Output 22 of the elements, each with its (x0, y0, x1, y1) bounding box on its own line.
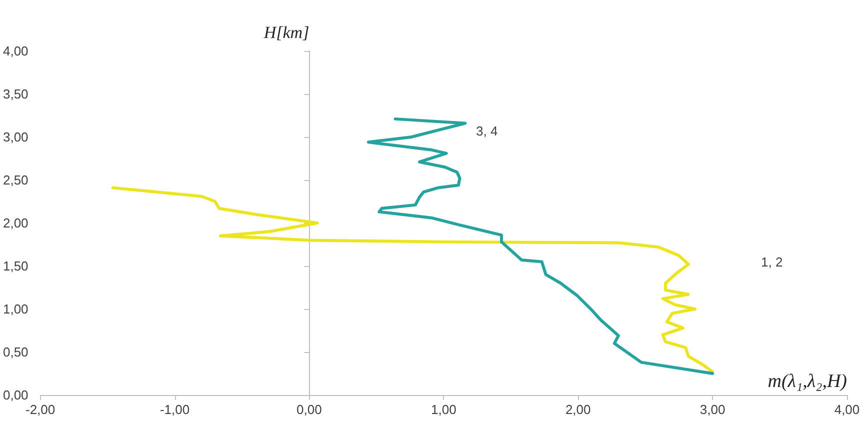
y-tick-label: 3,50 (2, 86, 28, 102)
x-tick-label: 2,00 (565, 402, 591, 417)
x-tick-label: -2,00 (25, 402, 56, 417)
y-tick-label: 1,00 (2, 302, 28, 316)
y-tick-label: 4,00 (2, 44, 28, 58)
y-tick-label: 1,50 (2, 258, 28, 274)
x-tick-label: 1,00 (430, 402, 456, 417)
y-tick-label: 0,00 (2, 388, 28, 402)
annotation: 3, 4 (476, 124, 498, 138)
x-axis-title: m(λ₁,λ₂,H) (768, 371, 847, 392)
x-tick-label: 3,00 (700, 402, 726, 417)
x-tick-label: 0,00 (296, 402, 322, 417)
line-series (111, 186, 714, 374)
y-tick-label: 0,50 (2, 344, 28, 360)
y-axis-title: H[km] (262, 23, 310, 42)
line-series (366, 117, 714, 375)
x-tick-label: -1,00 (160, 402, 190, 417)
annotation: 1, 2 (761, 254, 783, 270)
y-tick-label: 3,00 (2, 130, 28, 144)
y-tick-label: 2,00 (2, 216, 28, 230)
x-tick-label: 4,00 (834, 402, 860, 417)
y-tick-label: 2,50 (2, 172, 28, 188)
